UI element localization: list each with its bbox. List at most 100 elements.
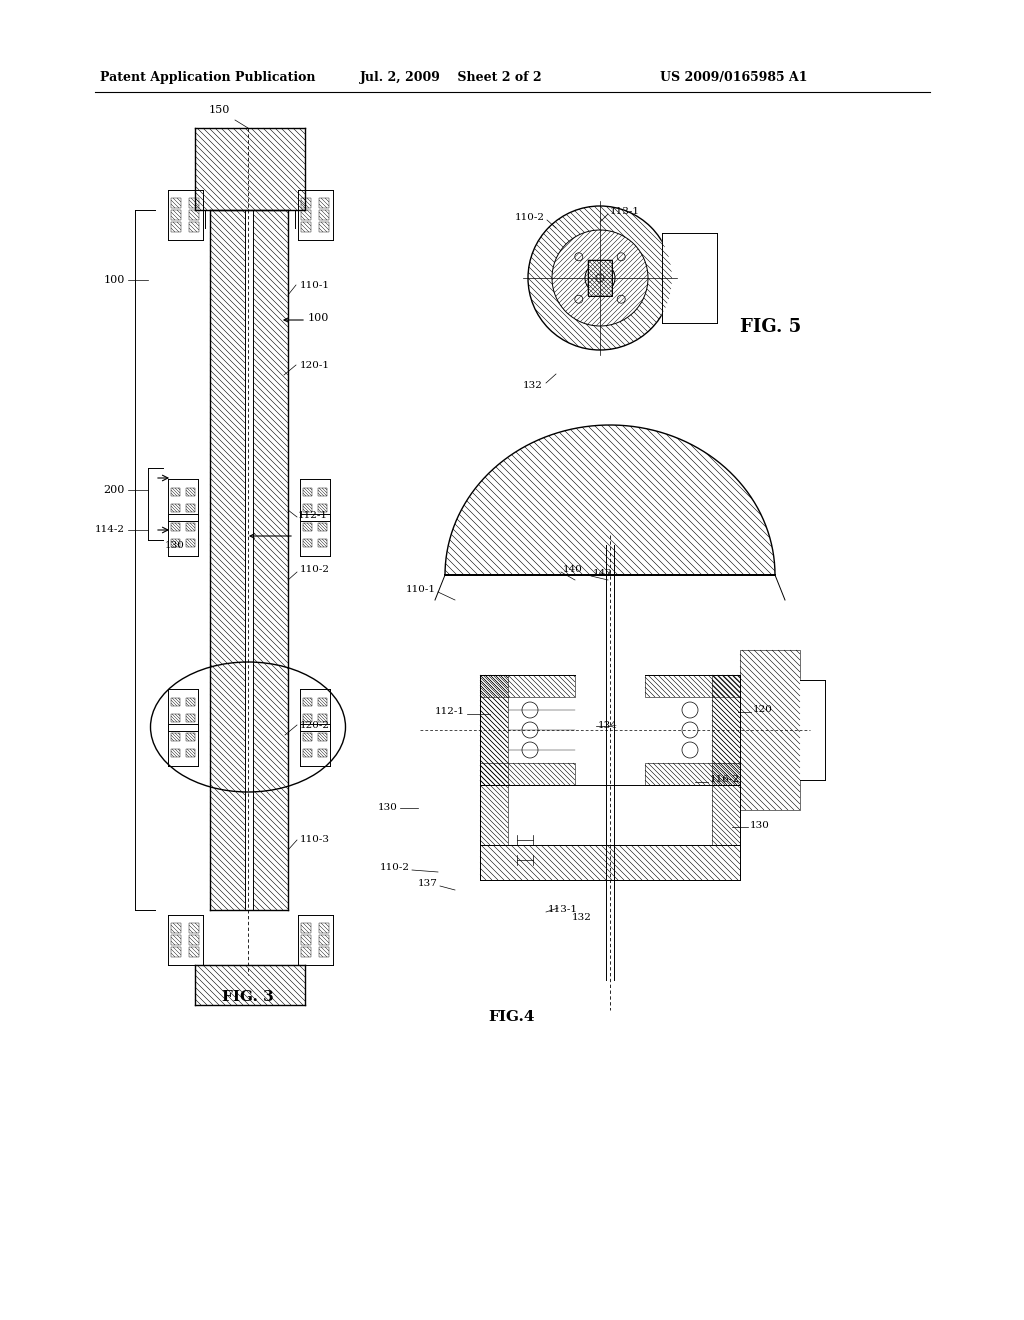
Bar (186, 523, 195, 531)
Circle shape (552, 230, 648, 326)
Bar (480, 675, 508, 785)
Text: 150: 150 (209, 106, 230, 115)
Bar (171, 198, 181, 209)
Bar (480, 675, 575, 697)
Text: 110-1: 110-1 (406, 586, 436, 594)
Bar (171, 946, 181, 957)
Text: FIG.4: FIG.4 (488, 1010, 535, 1024)
Text: 142: 142 (593, 569, 613, 578)
Bar (195, 128, 305, 210)
Bar (588, 260, 612, 296)
Bar (303, 523, 312, 531)
Bar (301, 210, 311, 220)
Circle shape (528, 206, 672, 350)
Bar (740, 649, 800, 810)
Bar (171, 523, 180, 531)
Bar (303, 539, 312, 546)
Bar (480, 785, 508, 845)
Bar (303, 698, 312, 706)
Bar (253, 210, 288, 909)
Bar (480, 675, 508, 785)
Text: 132: 132 (572, 913, 592, 923)
Text: 112-1: 112-1 (298, 511, 328, 520)
Bar (186, 539, 195, 546)
Text: 100: 100 (103, 275, 125, 285)
Bar (318, 539, 327, 546)
Bar (480, 845, 740, 880)
Bar (301, 923, 311, 933)
Bar (171, 210, 181, 220)
Text: 120: 120 (753, 705, 773, 714)
Bar (171, 222, 181, 232)
Bar (171, 698, 180, 706)
Bar (301, 935, 311, 945)
Bar (210, 210, 245, 909)
Bar (171, 923, 181, 933)
Bar (171, 733, 180, 741)
Bar (319, 222, 329, 232)
Bar (186, 733, 195, 741)
Bar (301, 198, 311, 209)
Text: 130: 130 (378, 804, 398, 813)
Bar (171, 748, 180, 756)
Bar (189, 198, 199, 209)
Bar (319, 923, 329, 933)
Polygon shape (645, 675, 740, 785)
Bar (318, 748, 327, 756)
Bar (319, 198, 329, 209)
Text: 132: 132 (523, 380, 543, 389)
Text: 120-2: 120-2 (300, 721, 330, 730)
Text: 110-1: 110-1 (300, 281, 330, 289)
Polygon shape (480, 675, 575, 785)
Text: 113-1: 113-1 (548, 906, 578, 915)
Bar (318, 523, 327, 531)
Bar (189, 946, 199, 957)
Text: 140: 140 (563, 565, 583, 574)
Bar (318, 733, 327, 741)
Text: 112-1: 112-1 (435, 708, 465, 717)
Bar (189, 222, 199, 232)
Bar (318, 698, 327, 706)
Bar (195, 965, 305, 1005)
Polygon shape (662, 234, 717, 323)
Bar (319, 935, 329, 945)
Bar (303, 748, 312, 756)
Bar (186, 698, 195, 706)
Bar (303, 488, 312, 496)
Bar (186, 504, 195, 512)
Text: 110-3: 110-3 (300, 836, 330, 845)
Bar (319, 210, 329, 220)
Bar (712, 785, 740, 845)
Text: 110-2: 110-2 (515, 214, 545, 223)
Circle shape (596, 275, 604, 282)
Bar (303, 714, 312, 722)
Text: 120-1: 120-1 (300, 360, 330, 370)
Bar (171, 539, 180, 546)
Bar (301, 946, 311, 957)
Text: 137: 137 (418, 879, 438, 888)
Text: 113-1: 113-1 (610, 207, 640, 216)
Bar (186, 748, 195, 756)
Bar (318, 504, 327, 512)
Text: 200: 200 (103, 484, 125, 495)
Text: FIG. 3: FIG. 3 (222, 990, 273, 1005)
Bar (171, 714, 180, 722)
Polygon shape (445, 425, 775, 576)
Bar (319, 946, 329, 957)
Bar (712, 675, 740, 785)
Bar (189, 210, 199, 220)
Bar (318, 714, 327, 722)
Circle shape (585, 263, 615, 293)
Bar (171, 935, 181, 945)
Bar (303, 733, 312, 741)
Bar (171, 488, 180, 496)
Text: Patent Application Publication: Patent Application Publication (100, 71, 315, 84)
Bar (712, 675, 740, 785)
Bar (645, 763, 740, 785)
Bar (171, 504, 180, 512)
Bar (303, 504, 312, 512)
Bar (186, 488, 195, 496)
Text: 110-2: 110-2 (380, 863, 410, 873)
Text: 100: 100 (308, 313, 330, 323)
Text: 134: 134 (598, 722, 617, 730)
